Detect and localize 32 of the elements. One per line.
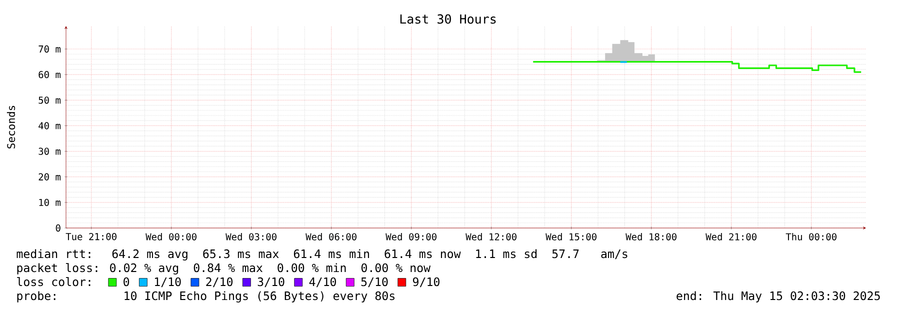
legend-label: 2/10 — [206, 277, 233, 288]
y-tick-label: 70 m — [38, 45, 61, 53]
legend-label: 9/10 — [412, 277, 440, 288]
x-tick-label: Wed 03:00 — [226, 233, 276, 240]
y-tick-label: 30 m — [38, 148, 61, 155]
x-tick-label: Thu 00:00 — [786, 233, 836, 240]
x-tick-label: Wed 21:00 — [706, 233, 756, 240]
y-tick-label: 40 m — [38, 122, 61, 130]
x-tick-label: Wed 09:00 — [386, 233, 436, 240]
chart-title: Last 30 Hours — [400, 14, 496, 24]
x-tick-label: Wed 00:00 — [146, 233, 196, 240]
y-axis-title: Seconds — [6, 106, 16, 148]
x-tick-label: Wed 12:00 — [466, 233, 516, 240]
y-tick-label: 20 m — [38, 173, 61, 180]
text: probe: 10 ICMP Echo Pings (56 Bytes) every 80s — [17, 291, 394, 302]
legend-title: loss color: — [17, 277, 90, 286]
legend-label: 3/10 — [258, 277, 284, 288]
text: end: Thu May 15 02:03:30 2025 — [676, 291, 880, 302]
x-tick-label: Wed 06:00 — [306, 233, 356, 240]
y-tick-label: 0 — [56, 224, 60, 232]
legend-label: 0 — [124, 277, 130, 286]
text: median rtt: 64.2 ms avg 65.3 ms max 61.4 ms min 61.4 ms now 1.1 ms sd 57.7 am/s — [16, 249, 628, 260]
x-tick-label: Wed 15:00 — [546, 233, 596, 240]
y-tick-label: 10 m — [39, 198, 61, 206]
y-tick-label: 50 m — [38, 96, 61, 104]
x-tick-label: Wed 18:00 — [626, 233, 676, 240]
legend-label: 5/10 — [361, 277, 388, 288]
x-tick-label: Tue 21:00 — [66, 233, 116, 240]
legend-label: 4/10 — [309, 277, 336, 288]
y-tick-label: 60 m — [38, 70, 61, 78]
legend-label: 1/10 — [154, 277, 181, 288]
text: packet loss: 0.02 % avg 0.84 % max 0.00 % min 0.00 % now — [17, 263, 431, 274]
